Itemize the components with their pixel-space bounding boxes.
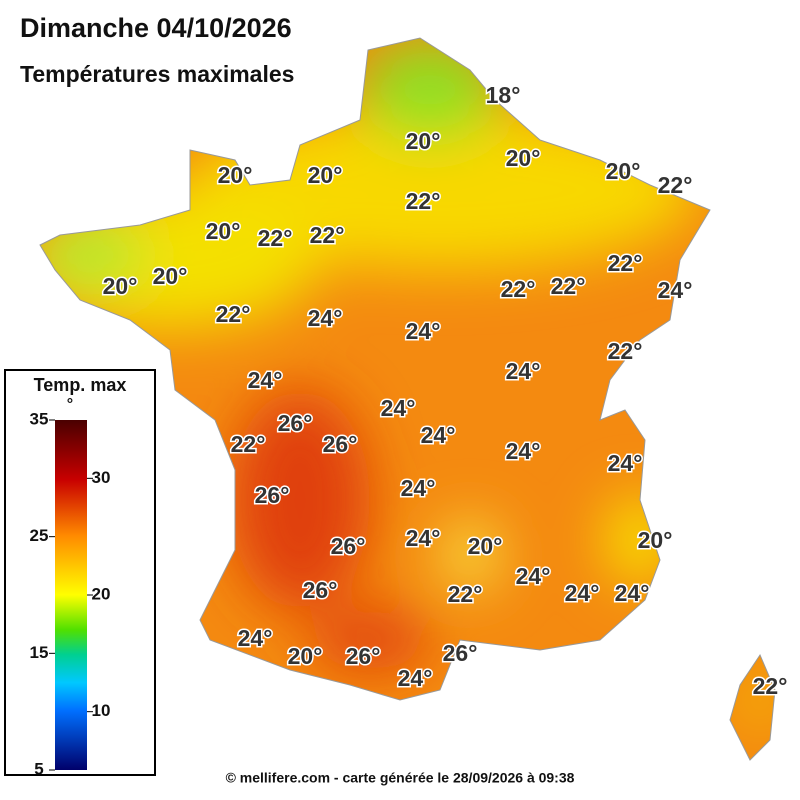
temperature-label: 24° [401,475,436,501]
footer: © mellifere.com - carte générée le 28/09… [226,770,575,786]
temperature-label: 20° [206,218,241,244]
temperature-label: 20° [506,145,541,171]
temperature-label: 22° [608,338,643,364]
temperature-label: 20° [153,263,188,289]
temperature-label: 26° [346,643,381,669]
temperature-label: 24° [658,277,693,303]
temperature-label: 20° [638,527,673,553]
legend-unit: ° [67,396,73,413]
legend-ticks: 35 30 25 20 15 10 5 [30,409,111,778]
temperature-label: 22° [551,273,586,299]
temperature-label: 26° [255,482,290,508]
temperature-label: 24° [615,580,650,606]
temperature-label: 20° [308,162,343,188]
title: Dimanche 04/10/2026 [20,13,292,43]
temperature-label: 24° [516,563,551,589]
temperature-label: 20° [406,128,441,154]
temperature-label: 26° [303,577,338,603]
temperature-label: 24° [406,318,441,344]
temperature-label: 22° [406,188,441,214]
temperature-label: 22° [501,276,536,302]
temperature-label: 22° [658,172,693,198]
temperature-label: 26° [278,410,313,436]
tick-label: 30 [92,468,111,487]
temperature-label: 26° [323,431,358,457]
tick-label: 15 [30,643,49,662]
temperature-label: 26° [443,640,478,666]
temperature-label: 20° [606,158,641,184]
temperature-label: 24° [506,358,541,384]
temperature-label: 20° [288,643,323,669]
temperature-label: 24° [421,422,456,448]
temperature-label: 24° [506,438,541,464]
temperature-label: 20° [468,533,503,559]
temperature-label: 20° [218,162,253,188]
subtitle: Températures maximales [20,61,294,87]
temperature-label: 20° [103,273,138,299]
temperature-label: 22° [231,431,266,457]
temperature-label: 22° [448,581,483,607]
temperature-labels: 18° 20° 20° 20° 22° 20° 20° 22° 20° 22° 22° 20° 20° 2… [101,81,789,701]
temperature-label: 22° [216,301,251,327]
temperature-label: 22° [258,225,293,251]
temperature-label: 24° [608,450,643,476]
temperature-label: 24° [398,665,433,691]
color-bar [55,420,87,770]
tick-label: 35 [30,409,49,428]
tick-label: 25 [30,526,49,545]
tick-label: 5 [34,759,43,778]
temperature-label: 24° [406,525,441,551]
tick-label: 10 [92,701,111,720]
temperature-label: 24° [238,625,273,651]
temperature-label: 24° [308,305,343,331]
temperature-label: 18° [486,82,521,108]
temperature-label: 26° [331,533,366,559]
temperature-label: 24° [248,367,283,393]
legend-title: Temp. max [34,375,127,395]
france-outline [39,37,776,761]
tick-label: 20 [92,584,111,603]
temperature-label: 24° [565,580,600,606]
temperature-label: 24° [381,395,416,421]
temperature-label: 22° [753,673,788,699]
temperature-label: 22° [608,250,643,276]
temperature-label: 22° [310,222,345,248]
